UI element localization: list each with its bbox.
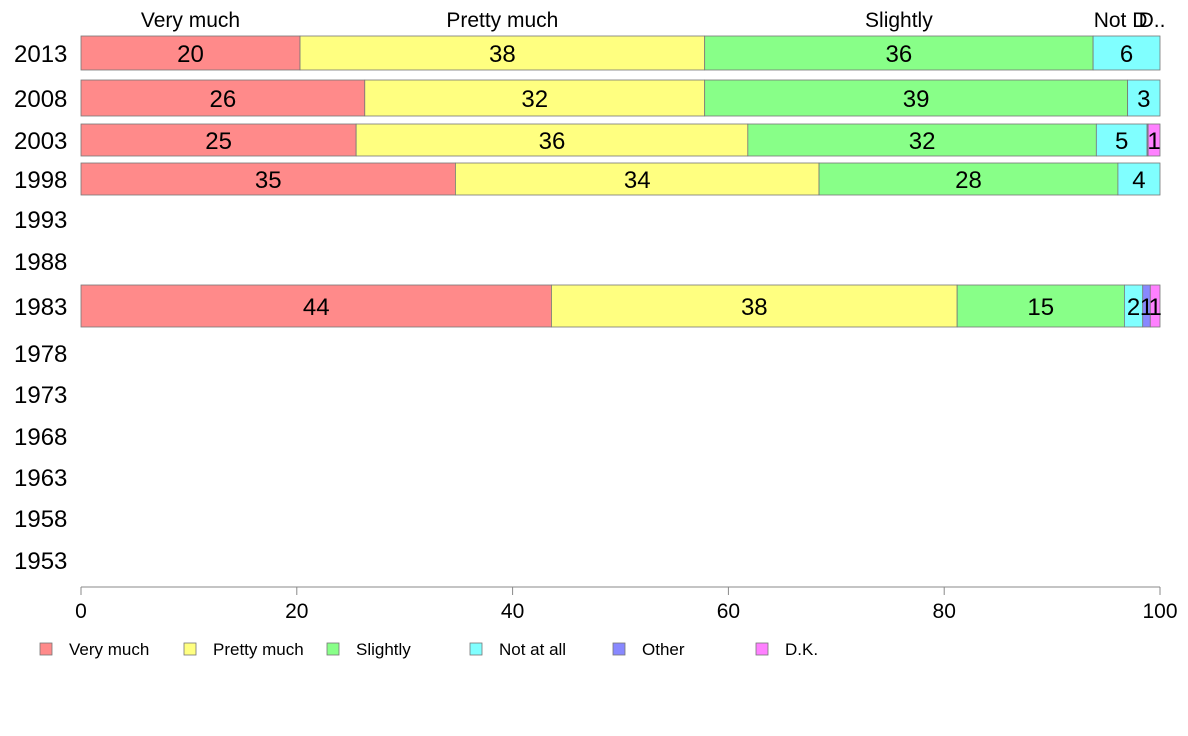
bar-2008-slightly <box>704 79 1129 117</box>
top-label-slightly: Slightly <box>865 9 933 32</box>
legend-swatch-d-k- <box>755 642 769 656</box>
data-label-2003-pretty-much: 36 <box>539 128 566 155</box>
bar-2003-very-much <box>80 123 357 157</box>
data-label-2008-very-much: 26 <box>210 86 237 113</box>
top-label-very-much: Very much <box>141 9 240 32</box>
bar-2008-not-at-all <box>1127 79 1161 117</box>
x-tick-label-0: 0 <box>75 600 87 623</box>
year-label-1973: 1973 <box>14 382 67 409</box>
data-label-2003-d-k-: 1 <box>1147 128 1160 155</box>
bar-1998-pretty-much <box>455 162 820 196</box>
x-tick-label-100: 100 <box>1142 600 1177 623</box>
x-tick-label-60: 60 <box>717 600 740 623</box>
data-label-1983-d-k-: 1 <box>1148 294 1161 321</box>
bar-1998-not-at-all <box>1117 162 1161 196</box>
data-label-1998-slightly: 28 <box>955 167 982 194</box>
year-label-1958: 1958 <box>14 506 67 533</box>
data-label-1983-pretty-much: 38 <box>741 294 768 321</box>
bar-2003-not-at-all <box>1095 123 1148 157</box>
data-label-1983-slightly: 15 <box>1027 294 1054 321</box>
top-label-not-at-all: Not D <box>1094 9 1148 32</box>
legend-label-not-at-all: Not at all <box>499 640 566 659</box>
bar-2008-pretty-much <box>364 79 706 117</box>
year-label-1953: 1953 <box>14 548 67 575</box>
year-label-1978: 1978 <box>14 341 67 368</box>
data-label-1983-very-much: 44 <box>303 294 330 321</box>
x-tick-label-20: 20 <box>285 600 308 623</box>
legend-label-very-much: Very much <box>69 640 149 659</box>
legend-swatch-not-at-all <box>469 642 483 656</box>
legend-swatch-other <box>612 642 626 656</box>
year-label-1988: 1988 <box>14 249 67 276</box>
year-label-1963: 1963 <box>14 465 67 492</box>
bar-1998-slightly <box>818 162 1119 196</box>
bar-1983-slightly <box>956 284 1125 328</box>
bar-2003-pretty-much <box>355 123 749 157</box>
year-label-2003: 2003 <box>14 128 67 155</box>
data-label-2008-not-at-all: 3 <box>1137 86 1150 113</box>
data-label-2013-slightly: 36 <box>886 41 913 68</box>
year-label-1993: 1993 <box>14 207 67 234</box>
x-tick-label-40: 40 <box>501 600 524 623</box>
bar-1998-very-much <box>80 162 456 196</box>
bar-1983-pretty-much <box>551 284 958 328</box>
data-label-2013-very-much: 20 <box>177 41 204 68</box>
bar-2013-very-much <box>80 35 301 71</box>
legend-label-other: Other <box>642 640 685 659</box>
data-label-2008-slightly: 39 <box>903 86 930 113</box>
legend-swatch-pretty-much <box>183 642 197 656</box>
data-label-2013-pretty-much: 38 <box>489 41 516 68</box>
legend-swatch-slightly <box>326 642 340 656</box>
data-label-2013-not-at-all: 6 <box>1120 41 1133 68</box>
year-label-1968: 1968 <box>14 424 67 451</box>
bar-2013-slightly <box>704 35 1094 71</box>
bar-1983-very-much <box>80 284 552 328</box>
data-label-1998-not-at-all: 4 <box>1132 167 1145 194</box>
top-label-pretty-much: Pretty much <box>446 9 558 32</box>
year-label-1998: 1998 <box>14 167 67 194</box>
data-label-1983-not-at-all: 2 <box>1127 294 1140 321</box>
bar-2013-not-at-all <box>1092 35 1161 71</box>
data-label-2003-very-much: 25 <box>205 128 232 155</box>
legend-swatch-very-much <box>39 642 53 656</box>
legend-label-slightly: Slightly <box>356 640 411 659</box>
data-label-2008-pretty-much: 32 <box>521 86 548 113</box>
bar-2008-very-much <box>80 79 366 117</box>
data-label-2003-slightly: 32 <box>909 128 936 155</box>
legend-label-d-k-: D.K. <box>785 640 818 659</box>
bar-1983-d-k- <box>1149 284 1161 328</box>
bar-2013-pretty-much <box>299 35 706 71</box>
data-label-1998-very-much: 35 <box>255 167 282 194</box>
year-label-2008: 2008 <box>14 86 67 113</box>
x-tick-label-80: 80 <box>933 600 956 623</box>
data-label-2003-not-at-all: 5 <box>1115 128 1128 155</box>
year-label-2013: 2013 <box>14 41 67 68</box>
data-label-1998-pretty-much: 34 <box>624 167 651 194</box>
bar-2003-d-k- <box>1147 123 1161 157</box>
year-label-1983: 1983 <box>14 294 67 321</box>
legend-label-pretty-much: Pretty much <box>213 640 304 659</box>
top-label-d-k-: D.. <box>1139 9 1166 32</box>
data-label-1983-other: 1 <box>1140 294 1153 321</box>
